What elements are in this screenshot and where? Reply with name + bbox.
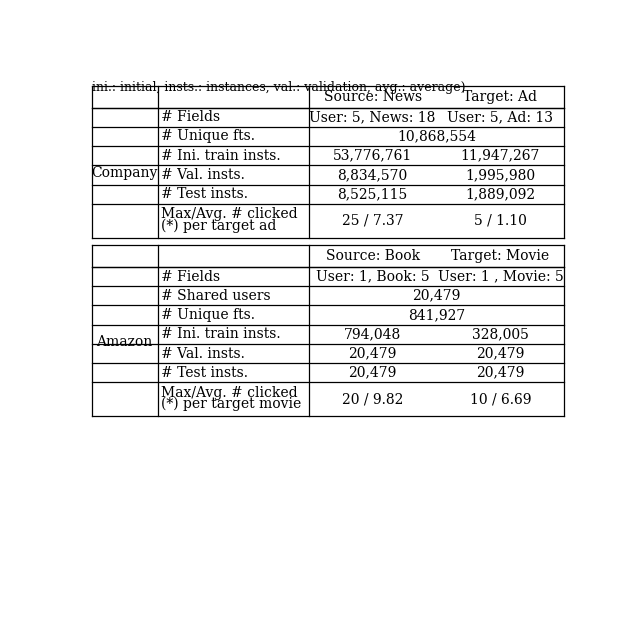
- Text: # Fields: # Fields: [161, 270, 220, 284]
- Text: ini.: initial, insts.: instances, val.: validation, avg.: average): ini.: initial, insts.: instances, val.: …: [92, 80, 465, 94]
- Text: Max/Avg. # clicked: Max/Avg. # clicked: [161, 385, 297, 399]
- Text: 20,479: 20,479: [476, 346, 525, 361]
- Text: 11,947,267: 11,947,267: [461, 149, 540, 163]
- Text: Target: Ad: Target: Ad: [463, 90, 538, 104]
- Text: 1,995,980: 1,995,980: [465, 168, 536, 182]
- Text: # Test insts.: # Test insts.: [161, 187, 248, 201]
- Text: Max/Avg. # clicked: Max/Avg. # clicked: [161, 207, 297, 221]
- Text: # Unique fts.: # Unique fts.: [161, 129, 255, 144]
- Text: Source: News: Source: News: [323, 90, 422, 104]
- Text: Amazon: Amazon: [97, 335, 153, 349]
- Text: # Ini. train insts.: # Ini. train insts.: [161, 327, 280, 341]
- Text: (*) per target movie: (*) per target movie: [161, 397, 301, 411]
- Text: 1,889,092: 1,889,092: [465, 187, 536, 201]
- Text: 20 / 9.82: 20 / 9.82: [342, 392, 403, 406]
- Text: User: 1 , Movie: 5: User: 1 , Movie: 5: [438, 270, 563, 284]
- Text: 328,005: 328,005: [472, 327, 529, 341]
- Text: 20,479: 20,479: [476, 366, 525, 380]
- Text: # Unique fts.: # Unique fts.: [161, 308, 255, 322]
- Text: 25 / 7.37: 25 / 7.37: [342, 214, 403, 228]
- Text: Target: Movie: Target: Movie: [451, 249, 550, 263]
- Text: # Val. insts.: # Val. insts.: [161, 168, 244, 182]
- Text: 20,479: 20,479: [348, 366, 397, 380]
- Text: # Shared users: # Shared users: [161, 289, 270, 303]
- Text: Source: Book: Source: Book: [326, 249, 420, 263]
- Text: 5 / 1.10: 5 / 1.10: [474, 214, 527, 228]
- Text: (*) per target ad: (*) per target ad: [161, 218, 276, 233]
- Text: 10,868,554: 10,868,554: [397, 129, 476, 144]
- Text: # Val. insts.: # Val. insts.: [161, 346, 244, 361]
- Text: 841,927: 841,927: [408, 308, 465, 322]
- Text: 10 / 6.69: 10 / 6.69: [470, 392, 531, 406]
- Text: # Fields: # Fields: [161, 110, 220, 124]
- Text: 794,048: 794,048: [344, 327, 401, 341]
- Text: Company: Company: [92, 166, 157, 180]
- Text: User: 1, Book: 5: User: 1, Book: 5: [316, 270, 429, 284]
- Text: 20,479: 20,479: [412, 289, 461, 303]
- Text: 53,776,761: 53,776,761: [333, 149, 412, 163]
- Text: 20,479: 20,479: [348, 346, 397, 361]
- Text: User: 5, Ad: 13: User: 5, Ad: 13: [447, 110, 554, 124]
- Text: # Ini. train insts.: # Ini. train insts.: [161, 149, 280, 163]
- Text: User: 5, News: 18: User: 5, News: 18: [309, 110, 436, 124]
- Text: # Test insts.: # Test insts.: [161, 366, 248, 380]
- Text: 8,834,570: 8,834,570: [337, 168, 408, 182]
- Text: 8,525,115: 8,525,115: [337, 187, 408, 201]
